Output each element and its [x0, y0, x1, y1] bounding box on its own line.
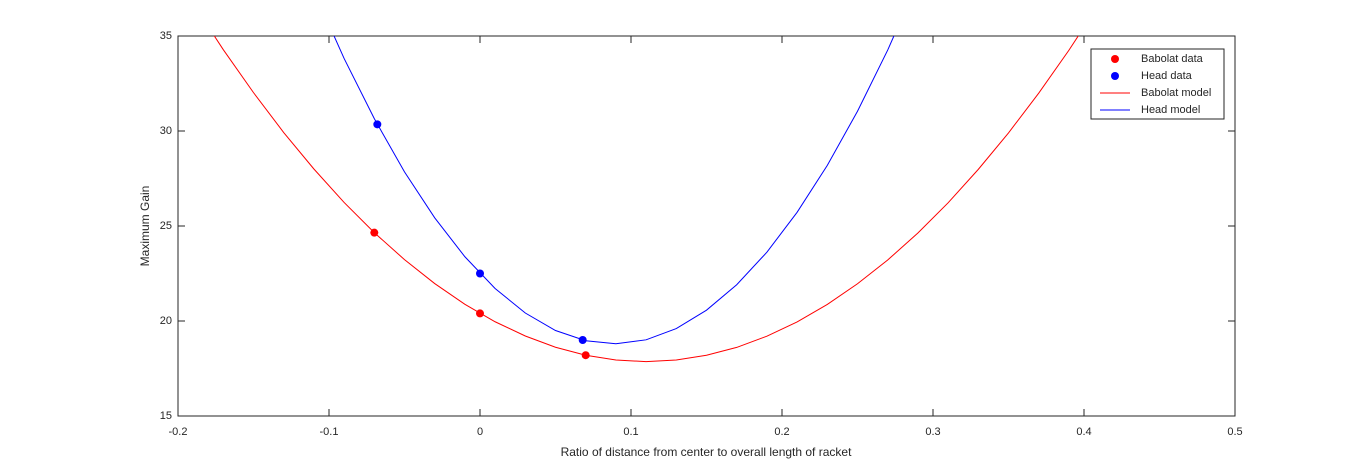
- y-tick-label: 30: [160, 125, 172, 137]
- x-tick-label: 0.4: [1076, 426, 1091, 438]
- data-point: [476, 269, 484, 278]
- data-point: [370, 228, 379, 237]
- x-tick-label: 0.3: [925, 426, 940, 438]
- y-axis-label: Maximum Gain: [138, 186, 152, 267]
- x-tick-label: -0.1: [320, 426, 339, 438]
- legend-marker: [1111, 72, 1119, 80]
- x-tick-label: 0.5: [1227, 426, 1242, 438]
- plot-area: [178, 36, 1235, 416]
- x-tick-label: 0: [477, 426, 483, 438]
- data-point: [578, 336, 587, 344]
- plot-clip-group: [213, 36, 1079, 363]
- legend-label: Head model: [1141, 104, 1200, 116]
- y-tick-label: 35: [160, 30, 172, 42]
- legend-label: Babolat model: [1141, 87, 1211, 99]
- data-point: [581, 351, 590, 360]
- x-tick-label: 0.1: [623, 426, 638, 438]
- x-tick-label: 0.2: [774, 426, 789, 438]
- x-tick-label: -0.2: [169, 426, 188, 438]
- data-point: [476, 309, 484, 318]
- model-line: [213, 36, 1079, 363]
- legend-label: Babolat data: [1141, 53, 1204, 65]
- y-tick-label: 15: [160, 410, 172, 422]
- y-tick-label: 20: [160, 315, 172, 327]
- model-line: [333, 36, 895, 345]
- legend-label: Head data: [1141, 70, 1193, 82]
- y-tick-label: 25: [160, 220, 172, 232]
- legend-marker: [1111, 55, 1119, 63]
- data-point: [373, 120, 382, 129]
- x-axis-label: Ratio of distance from center to overall…: [561, 445, 852, 459]
